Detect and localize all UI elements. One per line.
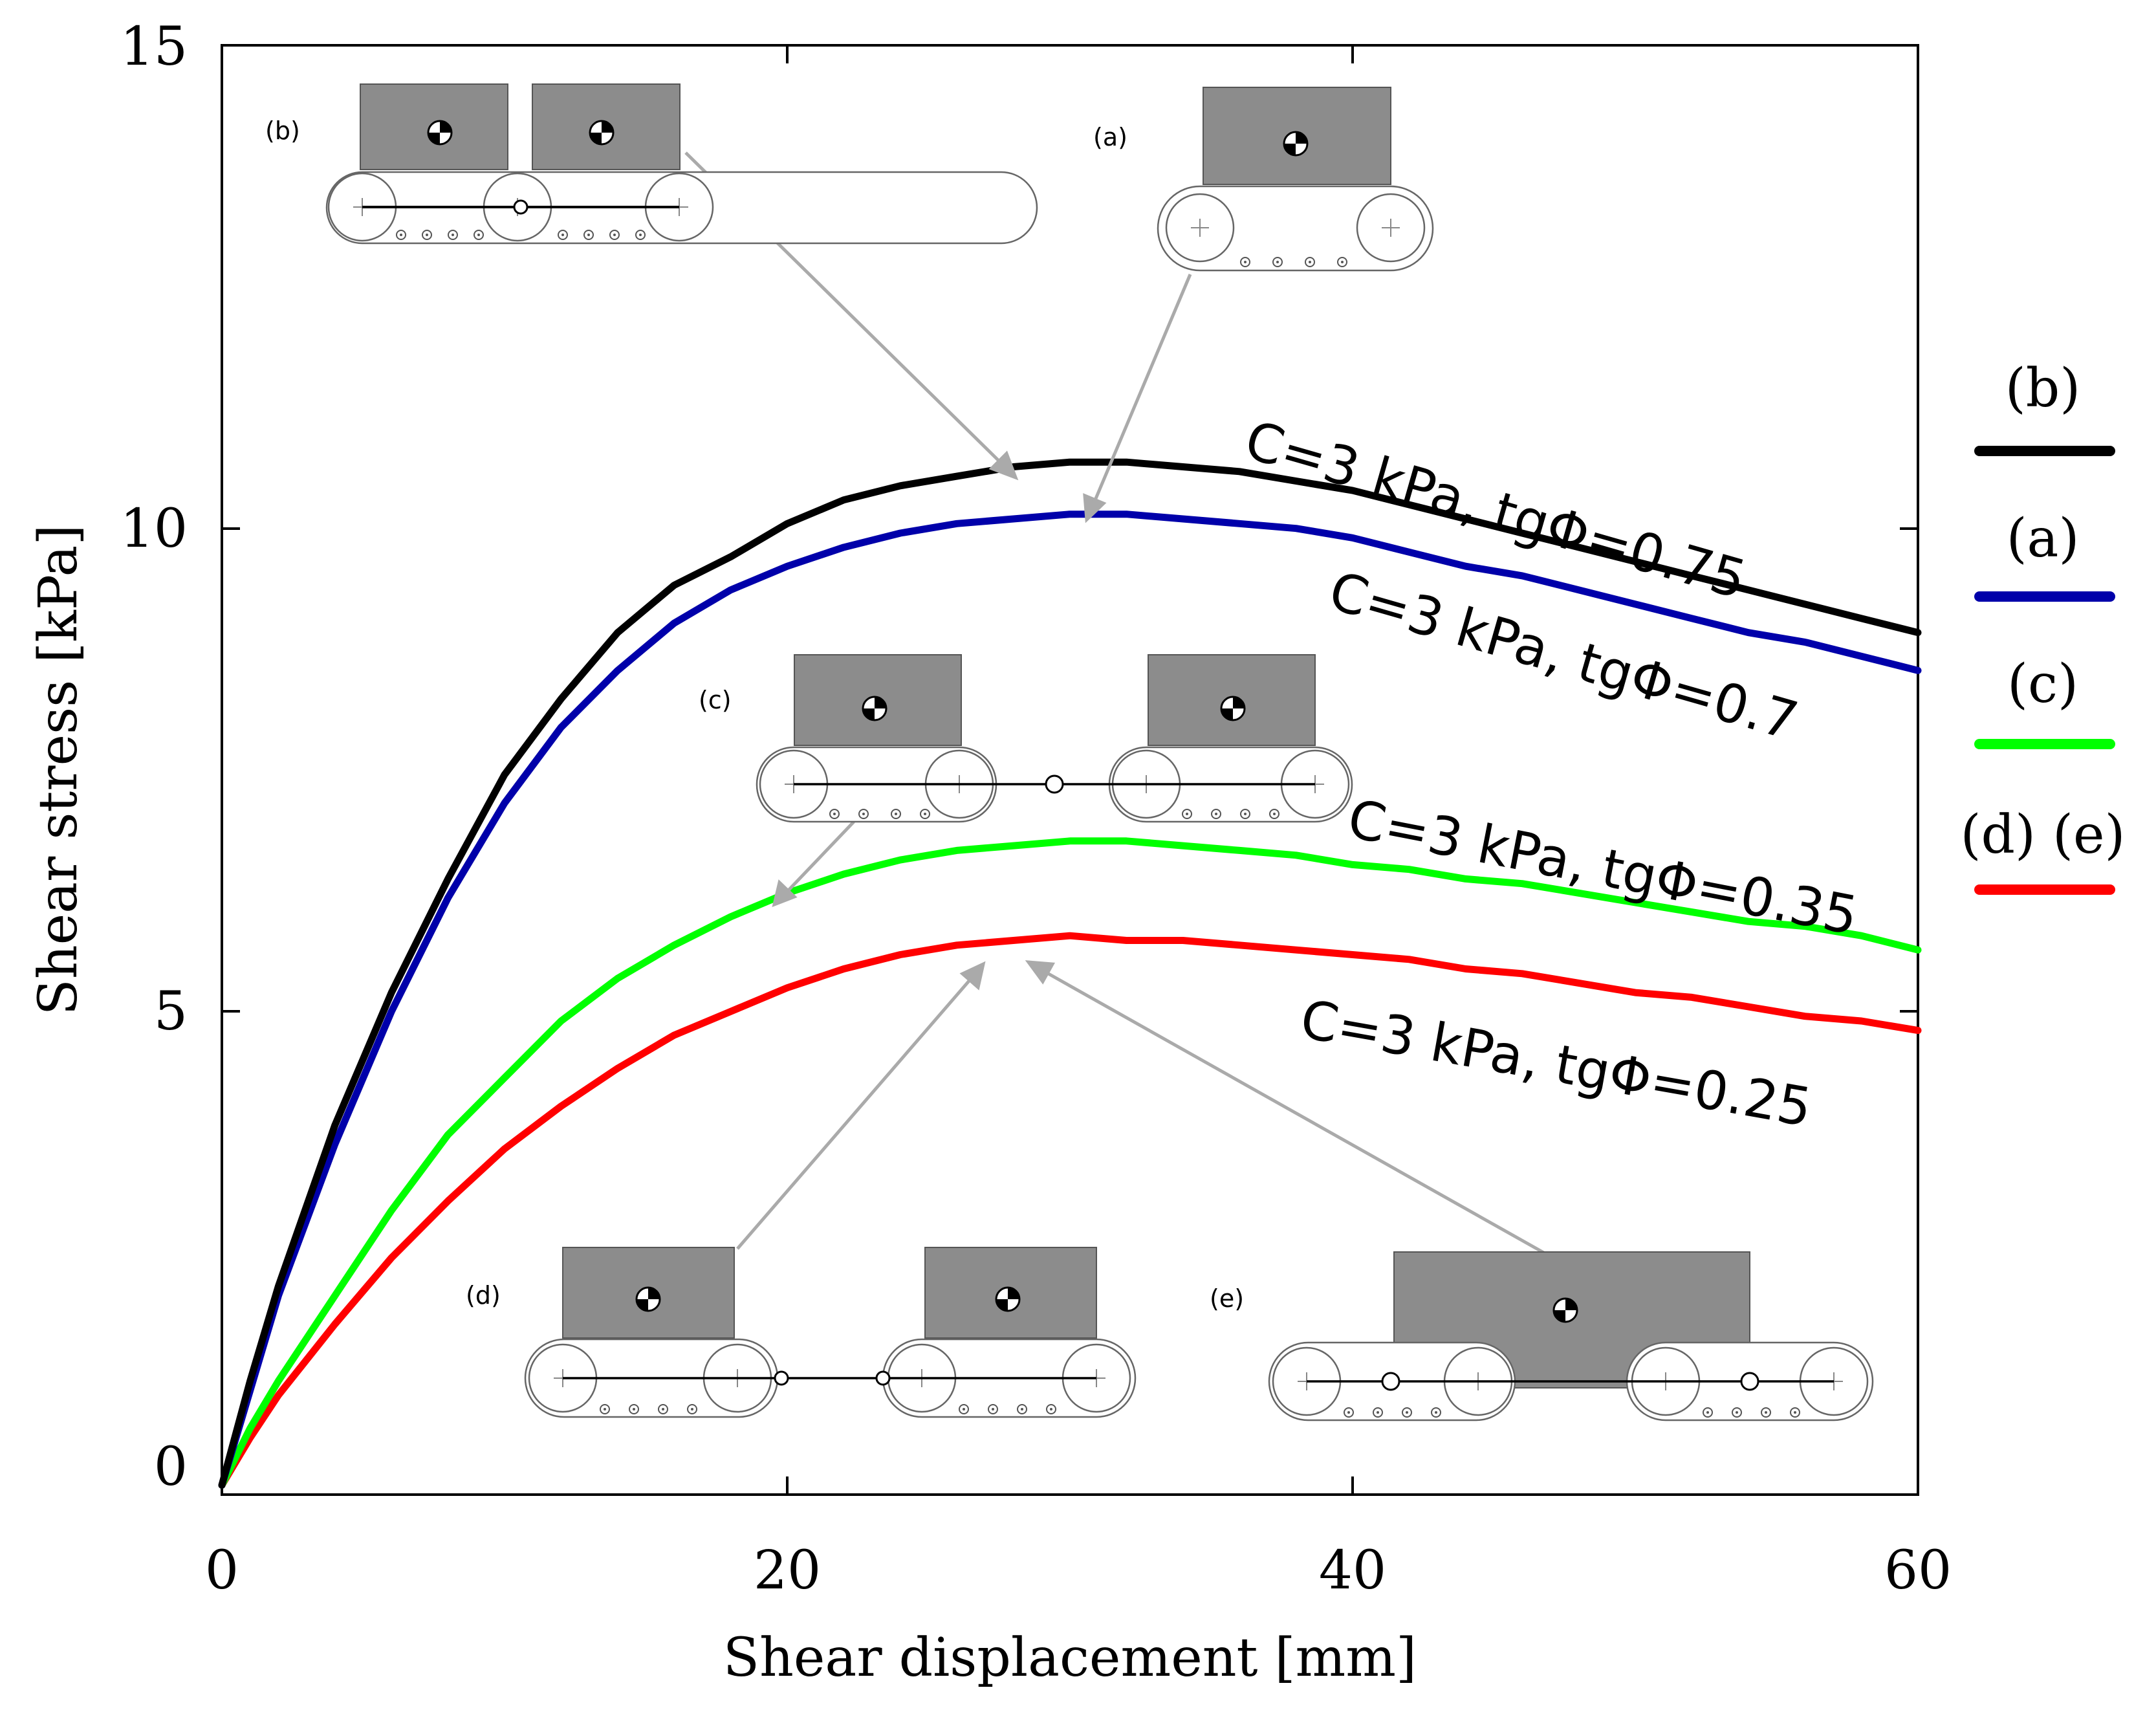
inset-e: (e) — [1210, 1251, 1874, 1421]
series-lines — [218, 458, 1922, 1489]
pointer-arrows — [684, 151, 1547, 1256]
y-tick-label: 0 — [154, 1436, 188, 1498]
pointer-arrow-e — [1041, 969, 1547, 1256]
x-tick-labels: 0 20 40 60 — [205, 1540, 1952, 1601]
legend: (b) (a) (c) (d) (e) — [1960, 358, 2126, 895]
pointer-arrowhead-e — [1025, 960, 1056, 985]
pointer-arrow-a — [1091, 274, 1192, 505]
x-ticks — [786, 45, 1354, 1495]
pointer-arrowhead-c — [772, 879, 798, 908]
x-tick-label: 20 — [754, 1540, 821, 1601]
legend-label-a: (a) — [2007, 508, 2080, 569]
series-line-b — [218, 458, 1922, 1489]
inset-c: (c) — [699, 654, 1353, 823]
pointer-arrowhead-b — [988, 450, 1019, 481]
pointer-arrowhead-d — [959, 961, 986, 991]
x-tick-label: 0 — [205, 1540, 239, 1601]
pointer-arrowhead-a — [1083, 493, 1107, 523]
x-tick-label: 40 — [1319, 1540, 1386, 1601]
plot-frame — [221, 44, 1919, 1496]
y-ticks — [222, 527, 1918, 1013]
y-axis-label: Shear stress [kPa] — [28, 525, 89, 1016]
inset-d: (d) — [466, 1247, 1137, 1418]
annotation-b: C=3 kPa, tgΦ=0.75 — [1238, 410, 1752, 611]
x-tick-label: 60 — [1884, 1540, 1952, 1601]
pointer-arrow-d — [736, 974, 975, 1250]
x-axis-label: Shear displacement [mm] — [723, 1627, 1417, 1689]
y-tick-label: 5 — [154, 981, 188, 1042]
legend-label-b: (b) — [2005, 358, 2080, 419]
inset-a: (a) — [1093, 87, 1434, 272]
annotation-de: C=3 kPa, tgΦ=0.25 — [1296, 989, 1816, 1139]
series-line-a — [218, 510, 1922, 1489]
inset-label-e: (e) — [1210, 1284, 1244, 1313]
legend-label-c: (c) — [2007, 653, 2078, 715]
inset-b: (b) — [265, 83, 1038, 245]
y-tick-label: 10 — [120, 498, 188, 560]
inset-label-d: (d) — [466, 1281, 501, 1310]
series-line-de — [218, 932, 1922, 1489]
series-line-c — [218, 837, 1922, 1489]
inset-label-b: (b) — [265, 116, 300, 145]
inset-label-c: (c) — [699, 686, 732, 714]
legend-label-de: (d) (e) — [1960, 804, 2125, 866]
y-tick-labels: 0 5 10 15 — [120, 16, 188, 1498]
inset-label-a: (a) — [1093, 123, 1127, 151]
pointer-arrow-c — [785, 820, 855, 894]
y-tick-label: 15 — [120, 16, 188, 78]
